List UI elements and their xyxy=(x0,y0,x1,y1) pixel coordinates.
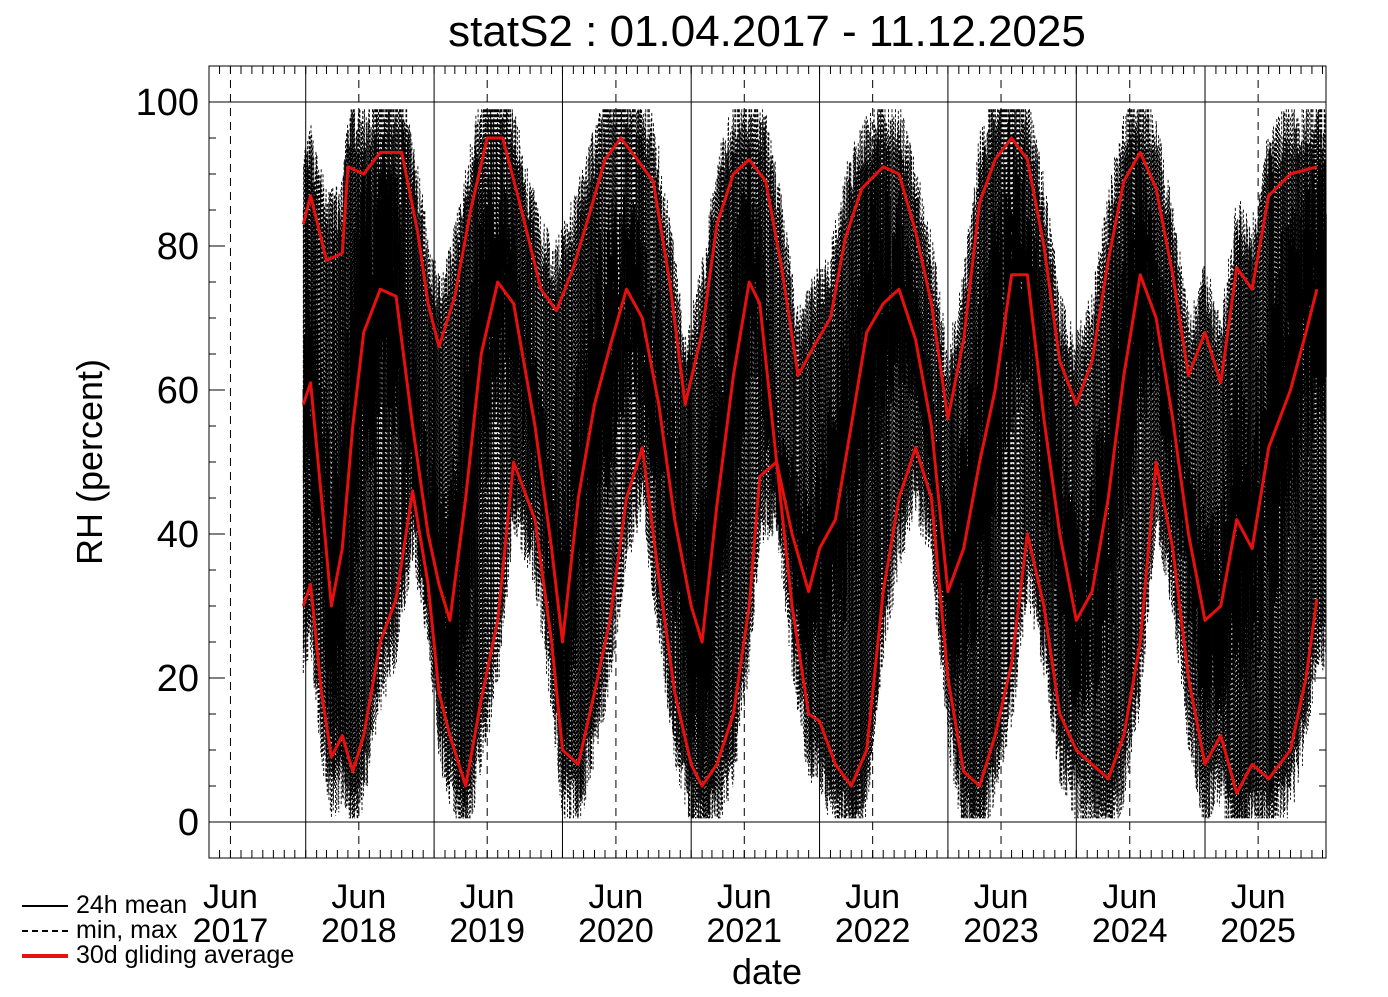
x-tick-label-month: Jun xyxy=(589,878,644,916)
x-tick-label-month: Jun xyxy=(203,878,258,916)
x-tick-label-month: Jun xyxy=(845,878,900,916)
x-tick-label-year: 2021 xyxy=(706,912,782,950)
x-tick-label-month: Jun xyxy=(717,878,772,916)
series-line-mean xyxy=(301,273,1319,644)
y-axis-label: RH (percent) xyxy=(69,359,110,565)
legend-swatch-dashed xyxy=(22,929,68,932)
data-band xyxy=(302,109,1327,819)
y-tick-label: 0 xyxy=(178,802,199,844)
x-axis-label: date xyxy=(732,951,802,992)
legend-swatch-solid xyxy=(22,904,68,907)
y-tick-label: 80 xyxy=(157,226,199,268)
x-tick-label-year: 2024 xyxy=(1092,912,1168,950)
legend-item-24h-mean: 24h mean xyxy=(22,893,294,918)
legend-item-min-max: min, max xyxy=(22,918,294,943)
x-tick-label-year: 2023 xyxy=(963,912,1039,950)
y-tick-label: 20 xyxy=(157,658,199,700)
series-line-min xyxy=(301,446,1319,795)
legend-item-30d-average: 30d gliding average xyxy=(22,943,294,968)
x-tick-label-month: Jun xyxy=(974,878,1029,916)
x-tick-label-year: 2025 xyxy=(1220,912,1296,950)
x-tick-label-year: 2019 xyxy=(449,912,525,950)
legend-label: 30d gliding average xyxy=(76,941,295,969)
legend-label: 24h mean xyxy=(76,891,188,919)
x-tick-label-month: Jun xyxy=(1102,878,1157,916)
y-tick-label: 100 xyxy=(136,82,199,124)
legend-label: min, max xyxy=(76,916,178,944)
series-line-max xyxy=(301,136,1318,421)
legend-swatch-red xyxy=(22,953,68,958)
y-tick-label: 40 xyxy=(157,514,199,556)
x-tick-label-month: Jun xyxy=(1231,878,1286,916)
x-tick-label-year: 2018 xyxy=(321,912,397,950)
x-tick-label-year: 2020 xyxy=(578,912,654,950)
y-tick-label: 60 xyxy=(157,370,199,412)
axes: 020406080100Jun2017Jun2018Jun2019Jun2020… xyxy=(136,65,1327,950)
legend: 24h mean min, max 30d gliding average xyxy=(22,893,294,968)
x-tick-label-month: Jun xyxy=(460,878,515,916)
series-lines xyxy=(301,136,1319,795)
x-tick-label-month: Jun xyxy=(331,878,386,916)
x-tick-label-year: 2017 xyxy=(193,912,269,950)
chart-title: statS2 : 01.04.2017 - 11.12.2025 xyxy=(448,7,1086,56)
x-tick-label-year: 2022 xyxy=(835,912,911,950)
